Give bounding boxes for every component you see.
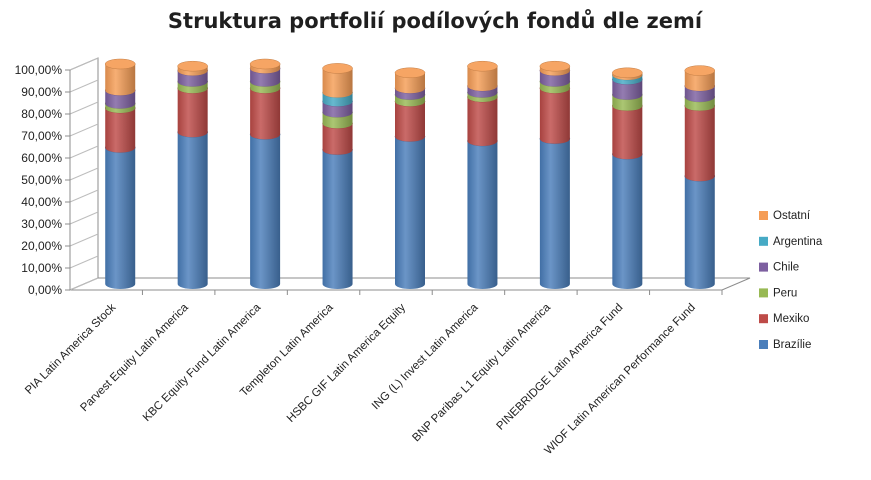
- bar-segment: [322, 123, 353, 155]
- y-tick-label: 80,00%: [21, 107, 62, 121]
- legend-swatch: [759, 211, 768, 220]
- bar-group: [322, 63, 353, 289]
- y-grid-stub: [69, 211, 99, 225]
- bar-segment: [395, 101, 425, 142]
- bar-segment: [105, 108, 136, 153]
- bar-group: [539, 60, 571, 289]
- bars-layer: [104, 58, 716, 289]
- legend-swatch: [759, 340, 768, 349]
- y-tick-label: 90,00%: [21, 85, 62, 99]
- y-tick-label: 70,00%: [21, 129, 62, 143]
- y-grid-stub: [69, 233, 99, 247]
- y-grid-stub: [69, 145, 99, 159]
- bar-segment: [395, 72, 425, 94]
- bar-segment-top: [467, 60, 498, 72]
- legend-item: Peru: [759, 287, 797, 299]
- x-tick-label: WIOF Latin American Performance Fund: [543, 302, 698, 457]
- bar-segment: [612, 154, 643, 289]
- chart-title: Struktura portfolií podílových fondů dle…: [168, 9, 704, 33]
- bar-segment-top: [394, 67, 426, 79]
- x-tick-label: KBC Equity Fund Latin America: [141, 301, 264, 424]
- bar-segment: [105, 64, 136, 96]
- bar-segment-top: [612, 67, 643, 79]
- bar-group: [394, 67, 426, 289]
- bar-group: [177, 60, 208, 289]
- legend-label: Argentina: [773, 236, 823, 248]
- y-grid-stub: [69, 167, 99, 181]
- bar-segment-top: [322, 63, 353, 74]
- bar-segment: [250, 134, 281, 289]
- legend-label: Mexiko: [773, 313, 809, 325]
- legend-label: Ostatní: [773, 210, 811, 222]
- legend-item: Brazílie: [759, 339, 811, 351]
- y-tick-label: 30,00%: [21, 217, 62, 231]
- y-grid-stub: [69, 277, 99, 291]
- bar-segment: [467, 66, 498, 91]
- x-tick-label: HSBC GIF Latin America Equity: [285, 301, 408, 424]
- bar-segment: [395, 136, 425, 289]
- bar-segment-top: [249, 58, 281, 70]
- x-tick-label: BNP Paribas L1 Equity Latin America: [410, 301, 553, 444]
- y-tick-label: 100,00%: [15, 63, 63, 77]
- y-tick-label: 10,00%: [21, 261, 62, 275]
- bar-segment: [539, 138, 570, 289]
- legend-swatch: [759, 314, 768, 324]
- bar-group: [684, 65, 716, 289]
- x-tick-label: PINEBRIDGE Latin America Fund: [494, 302, 625, 433]
- bar-segment: [177, 88, 208, 138]
- bar-segment: [684, 70, 715, 91]
- legend-swatch: [759, 236, 768, 246]
- bar-segment: [539, 88, 570, 144]
- bar-segment: [467, 141, 498, 289]
- y-tick-label: 50,00%: [21, 173, 62, 187]
- bar-segment-top: [177, 60, 208, 72]
- bar-segment: [250, 88, 281, 140]
- y-grid-stub: [69, 79, 99, 93]
- y-grid-stub: [69, 57, 99, 71]
- y-tick-label: 60,00%: [21, 151, 62, 165]
- bar-segment: [177, 132, 208, 289]
- bar-segment-top: [684, 65, 716, 76]
- legend-item: Chile: [759, 262, 799, 274]
- legend-label: Chile: [773, 262, 799, 274]
- bar-segment: [105, 147, 136, 289]
- legend-label: Peru: [773, 287, 797, 299]
- y-tick-label: 0,00%: [28, 283, 62, 297]
- bar-segment-top: [539, 60, 571, 72]
- bar-segment: [612, 105, 643, 160]
- bar-segment: [612, 79, 643, 100]
- legend: Ostatní Argentina Chile Peru Mexiko Brazílie: [759, 210, 823, 351]
- bar-segment-top: [104, 58, 136, 70]
- legend-swatch: [759, 262, 768, 272]
- legend-swatch: [759, 288, 768, 298]
- legend-item: Argentina: [759, 236, 823, 248]
- legend-item: Ostatní: [759, 210, 811, 222]
- y-grid-stub: [69, 255, 99, 269]
- bar-segment: [684, 105, 715, 182]
- bar-group: [104, 58, 136, 289]
- y-tick-label: 20,00%: [21, 239, 62, 253]
- bar-group: [612, 67, 643, 289]
- y-grid-stub: [69, 123, 99, 137]
- y-grid-stub: [69, 189, 99, 203]
- bar-segment: [322, 68, 353, 98]
- legend-item: Mexiko: [759, 313, 809, 325]
- y-tick-label: 40,00%: [21, 195, 62, 209]
- bar-segment: [322, 149, 353, 289]
- legend-label: Brazílie: [773, 339, 811, 351]
- bar-group: [467, 60, 498, 289]
- bar-segment: [467, 97, 498, 146]
- bar-segment: [684, 176, 715, 289]
- bar-group: [249, 58, 281, 289]
- y-grid-stub: [69, 101, 99, 115]
